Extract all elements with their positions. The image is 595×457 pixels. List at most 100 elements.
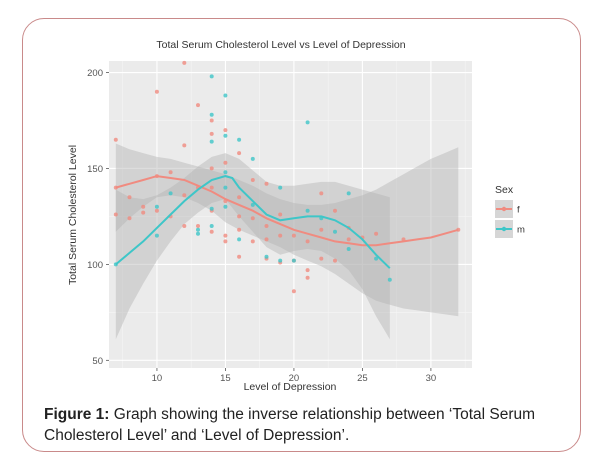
data-point-f xyxy=(223,160,228,165)
y-tick-label: 100 xyxy=(87,260,103,271)
data-point-f xyxy=(223,233,228,238)
data-point-m xyxy=(223,185,228,190)
grid-major xyxy=(109,61,472,368)
chart: Total Serum Cholesterol Level vs Level o… xyxy=(67,39,525,393)
data-point-f xyxy=(250,239,255,244)
figure-frame xyxy=(22,18,581,452)
data-point-f xyxy=(237,254,242,259)
legend-label-m: m xyxy=(517,225,525,236)
x-tick-label: 25 xyxy=(357,373,368,384)
data-point-f xyxy=(237,195,242,200)
data-point-f xyxy=(182,143,187,148)
data-point-m xyxy=(223,204,228,209)
data-point-f xyxy=(209,229,214,234)
data-point-f xyxy=(305,268,310,273)
data-point-f xyxy=(264,237,269,242)
data-point-f xyxy=(113,137,118,142)
data-point-m xyxy=(387,277,392,282)
data-point-m xyxy=(209,112,214,117)
data-point-f xyxy=(209,131,214,136)
data-point-m xyxy=(237,137,242,142)
trend-lines xyxy=(115,175,459,269)
data-point-f xyxy=(154,89,159,94)
legend-label-f: f xyxy=(517,205,520,216)
y-axis-ticks: 50 100 150 200 xyxy=(87,68,109,367)
data-point-f xyxy=(237,151,242,156)
data-point-f xyxy=(291,233,296,238)
data-point-f xyxy=(141,204,146,209)
data-point-f xyxy=(182,224,187,228)
data-point-f xyxy=(319,227,324,232)
data-point-f xyxy=(346,237,351,242)
data-point-f xyxy=(278,233,283,238)
x-axis-label: Level of Depression xyxy=(244,381,337,393)
data-point-f xyxy=(196,224,200,228)
data-point-m xyxy=(278,185,283,190)
data-point-f xyxy=(154,208,159,213)
data-point-m xyxy=(223,133,228,138)
data-point-m xyxy=(250,202,255,207)
data-point-f xyxy=(264,181,269,186)
legend-key-point-f xyxy=(501,206,507,212)
data-point-m xyxy=(223,93,228,98)
data-point-f xyxy=(305,275,310,280)
data-point-m xyxy=(333,229,337,234)
data-point-f xyxy=(127,216,132,221)
x-axis-ticks: 10 15 20 25 30 xyxy=(152,368,437,384)
data-point-f xyxy=(127,195,132,200)
data-point-f xyxy=(237,227,242,232)
data-point-f xyxy=(319,256,324,261)
data-point-m xyxy=(278,258,283,263)
caption-text: Graph showing the inverse relationship b… xyxy=(44,406,536,444)
legend-title: Sex xyxy=(495,184,514,196)
data-point-m xyxy=(209,74,214,79)
y-axis-label: Total Serum Cholesterol Level xyxy=(67,145,79,285)
trend-line-f xyxy=(115,175,459,247)
y-tick-label: 50 xyxy=(92,356,103,367)
data-point-f xyxy=(209,185,214,190)
data-point-f xyxy=(209,166,214,171)
data-point-m xyxy=(154,233,159,238)
data-point-f xyxy=(250,216,255,221)
y-tick-label: 200 xyxy=(87,68,103,79)
data-point-f xyxy=(333,258,337,263)
data-point-f xyxy=(333,208,337,213)
data-point-f xyxy=(264,224,269,228)
data-point-m xyxy=(305,120,310,125)
data-points xyxy=(113,60,461,294)
chart-title: Total Serum Cholesterol Level vs Level o… xyxy=(156,39,405,51)
x-tick-label: 30 xyxy=(426,373,437,384)
data-point-f xyxy=(374,231,379,236)
data-point-m xyxy=(196,231,200,236)
data-point-m xyxy=(209,206,214,211)
data-point-f xyxy=(182,193,187,198)
trend-line-m xyxy=(115,175,391,269)
data-point-f xyxy=(209,118,214,123)
confidence-band-m xyxy=(115,153,390,340)
data-point-f xyxy=(319,191,324,196)
x-tick-label: 10 xyxy=(152,373,163,384)
data-point-m xyxy=(264,254,269,259)
x-tick-label: 20 xyxy=(289,373,300,384)
figure-caption: Figure 1: Graph showing the inverse rela… xyxy=(44,404,569,446)
data-point-m xyxy=(223,170,228,175)
data-point-f xyxy=(196,103,200,108)
data-point-f xyxy=(182,60,187,65)
data-point-m xyxy=(209,139,214,144)
data-point-f xyxy=(141,210,146,215)
data-point-m xyxy=(209,224,214,228)
data-point-f xyxy=(223,239,228,244)
data-point-f xyxy=(291,289,296,294)
caption-label: Figure 1: xyxy=(44,406,110,423)
grid-minor xyxy=(109,61,472,368)
data-point-m xyxy=(305,208,310,213)
data-point-m xyxy=(291,258,296,263)
data-point-f xyxy=(168,170,173,175)
data-point-f xyxy=(223,128,228,133)
data-point-f xyxy=(113,212,118,217)
data-point-m xyxy=(168,191,173,196)
x-tick-label: 15 xyxy=(220,373,231,384)
y-tick-label: 150 xyxy=(87,164,103,175)
data-point-f xyxy=(237,214,242,219)
data-point-m xyxy=(196,227,200,232)
